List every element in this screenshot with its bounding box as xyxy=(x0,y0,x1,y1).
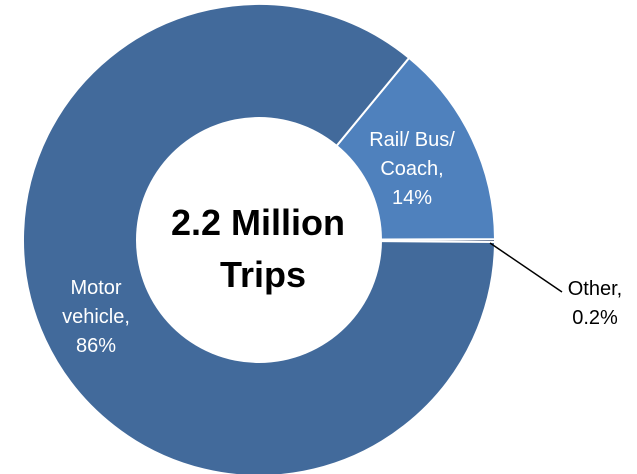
label-rail-bus-coach-line-1: Rail/ Bus/ xyxy=(369,129,455,151)
center-title: 2.2 Million Trips xyxy=(171,202,355,295)
center-title-line-2: Trips xyxy=(220,254,306,295)
other-leader-line xyxy=(489,242,563,293)
label-rail-bus-coach: Rail/ Bus/Coach, 14% xyxy=(369,129,455,209)
label-motor-vehicle-line-3: 86% xyxy=(76,335,116,357)
label-other: Other, 0.2% xyxy=(568,278,622,329)
donut-hole xyxy=(136,117,382,363)
label-motor-vehicle-line-2: vehicle, xyxy=(62,306,130,328)
label-other-line-2: 0.2% xyxy=(572,307,618,329)
label-rail-bus-coach-line-3: 14% xyxy=(392,187,432,209)
label-rail-bus-coach-line-2: Coach, xyxy=(380,158,443,180)
label-motor-vehicle-line-1: Motor xyxy=(70,277,121,299)
slice-labels: Motor vehicle, 86% Rail/ Bus/Coach, 14% Other… xyxy=(62,129,622,357)
label-motor-vehicle: Motor vehicle, 86% xyxy=(62,277,130,357)
label-other-line-1: Other, xyxy=(568,278,622,300)
center-title-line-1: 2.2 Million xyxy=(171,202,345,243)
